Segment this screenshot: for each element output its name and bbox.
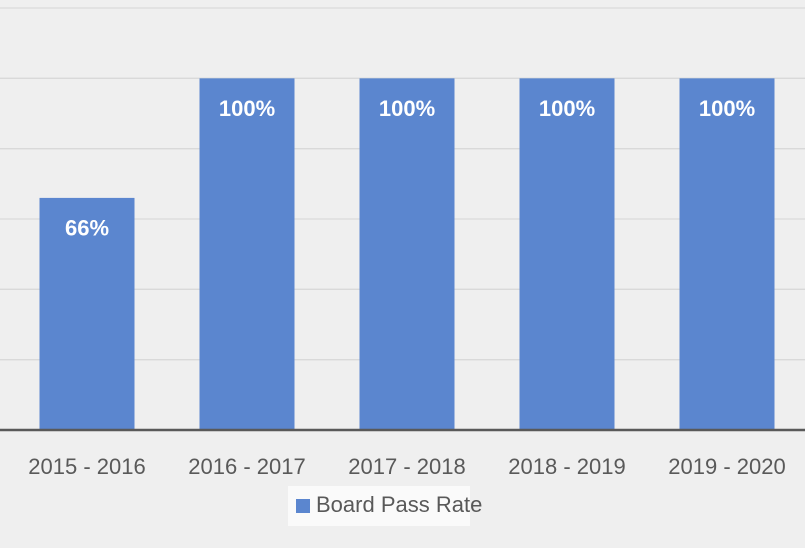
- bar: [519, 78, 615, 430]
- legend-label: Board Pass Rate: [316, 492, 482, 517]
- x-tick-label: 2016 - 2017: [188, 454, 305, 479]
- data-label: 100%: [699, 96, 755, 121]
- legend-swatch: [296, 499, 310, 513]
- legend-box: [288, 486, 470, 526]
- x-tick-label: 2019 - 2020: [668, 454, 785, 479]
- bar: [199, 78, 295, 430]
- data-label: 100%: [379, 96, 435, 121]
- bar: [359, 78, 455, 430]
- x-tick-label: 2015 - 2016: [28, 454, 145, 479]
- data-label: 100%: [219, 96, 275, 121]
- data-label: 100%: [539, 96, 595, 121]
- bar: [39, 197, 135, 430]
- bar: [679, 78, 775, 430]
- data-label: 66%: [65, 216, 109, 241]
- x-tick-label: 2018 - 2019: [508, 454, 625, 479]
- x-tick-label: 2017 - 2018: [348, 454, 465, 479]
